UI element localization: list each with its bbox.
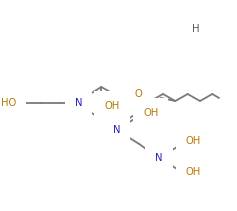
Text: N: N (113, 125, 120, 135)
Text: N: N (75, 98, 82, 108)
Text: H: H (192, 24, 200, 34)
Text: HO: HO (1, 98, 16, 108)
Text: N: N (155, 153, 163, 163)
Text: OH: OH (186, 167, 201, 177)
Text: OH: OH (104, 101, 119, 111)
Text: Cl: Cl (183, 15, 192, 25)
Text: O: O (134, 89, 142, 99)
Text: OH: OH (186, 136, 201, 146)
Text: OH: OH (143, 108, 158, 118)
